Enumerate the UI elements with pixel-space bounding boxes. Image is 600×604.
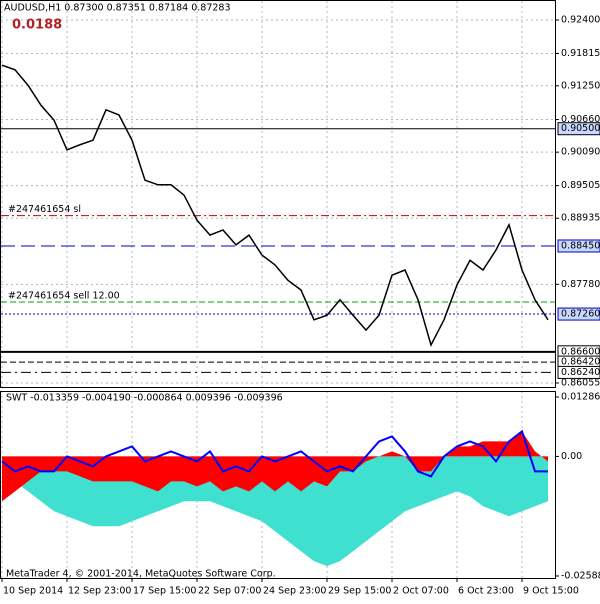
level-label: 0.88450 xyxy=(561,240,600,251)
footer: MetaTrader 4, © 2001-2014, MetaQuotes So… xyxy=(6,569,276,580)
y-tick-label: 0.91815 xyxy=(561,48,600,59)
chart-header: AUDUSD,H1 0.87300 0.87351 0.87184 0.8728… xyxy=(4,3,231,14)
y-tick-label: 0.89505 xyxy=(561,180,600,191)
x-tick-label: 24 Sep 23:00 xyxy=(263,586,326,597)
level-box xyxy=(557,365,600,379)
level-label: 0.86240 xyxy=(561,367,600,378)
y-tick-label: 0.88935 xyxy=(561,213,600,224)
level-box xyxy=(557,239,600,253)
y-tick-label: 0.90660 xyxy=(561,114,600,125)
level-label: 0.86420 xyxy=(561,357,600,368)
y-tick-label: 0.87780 xyxy=(561,279,600,290)
indicator-frame xyxy=(0,391,556,579)
level-label: 0.86600 xyxy=(561,346,600,357)
y-tick-label: 0.90090 xyxy=(561,147,600,158)
y-tick-label: 0.012861 xyxy=(561,391,600,402)
y-tick-label: 0.00 xyxy=(561,451,582,462)
y-tick-label: -0.025883 xyxy=(561,570,600,581)
x-tick-label: 6 Oct 23:00 xyxy=(458,586,514,597)
x-tick-label: 22 Sep 07:00 xyxy=(198,586,261,597)
price-line xyxy=(1,64,549,347)
level-box xyxy=(557,122,600,136)
level-label: 0.90500 xyxy=(561,123,600,134)
level-label: 0.87260 xyxy=(561,309,600,320)
level-box xyxy=(557,307,600,321)
y-tick-label: 0.86055 xyxy=(561,377,600,388)
order-label: #247461654 sell 12.00 xyxy=(8,291,120,302)
x-tick-label: 17 Sep 15:00 xyxy=(133,586,196,597)
price-frame xyxy=(0,0,556,388)
x-tick-label: 2 Oct 07:00 xyxy=(393,586,449,597)
y-tick-label: 0.91250 xyxy=(561,80,600,91)
order-label: #247461654 sl xyxy=(8,204,81,215)
x-tick-label: 9 Oct 15:00 xyxy=(523,586,579,597)
area xyxy=(2,431,548,502)
indicator-header: SWT -0.013359 -0.004190 -0.000864 0.0093… xyxy=(6,393,283,404)
y-tick-label: 0.92400 xyxy=(561,15,600,26)
x-tick-label: 12 Sep 23:00 xyxy=(68,586,131,597)
indicator-line xyxy=(1,429,548,478)
x-tick-label: 10 Sep 2014 xyxy=(3,586,63,597)
x-tick-label: 29 Sep 15:00 xyxy=(328,586,391,597)
badge: 0.0188 xyxy=(12,18,62,33)
